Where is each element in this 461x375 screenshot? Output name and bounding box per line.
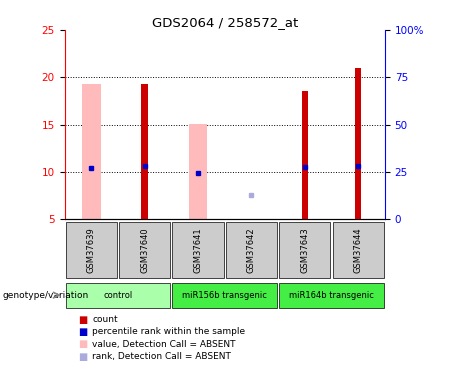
- Text: GSM37641: GSM37641: [194, 228, 202, 273]
- Text: percentile rank within the sample: percentile rank within the sample: [92, 327, 245, 336]
- Bar: [142, 84, 148, 219]
- Bar: [226, 222, 277, 278]
- Text: ■: ■: [78, 315, 88, 324]
- Title: GDS2064 / 258572_at: GDS2064 / 258572_at: [152, 16, 298, 29]
- Text: ■: ■: [78, 339, 88, 349]
- Text: miR156b transgenic: miR156b transgenic: [182, 291, 267, 300]
- Bar: [172, 222, 224, 278]
- Text: ■: ■: [78, 352, 88, 362]
- Text: control: control: [103, 291, 133, 300]
- Bar: [279, 283, 384, 308]
- Bar: [119, 222, 170, 278]
- Text: miR164b transgenic: miR164b transgenic: [289, 291, 374, 300]
- Bar: [355, 68, 361, 219]
- Text: ■: ■: [78, 327, 88, 337]
- Text: rank, Detection Call = ABSENT: rank, Detection Call = ABSENT: [92, 352, 231, 361]
- Bar: [172, 283, 277, 308]
- Bar: [65, 222, 117, 278]
- Text: GSM37639: GSM37639: [87, 227, 96, 273]
- Bar: [279, 222, 331, 278]
- Bar: [82, 84, 100, 219]
- Text: GSM37643: GSM37643: [300, 227, 309, 273]
- Bar: [332, 222, 384, 278]
- Bar: [189, 124, 207, 219]
- Text: GSM37642: GSM37642: [247, 228, 256, 273]
- Text: genotype/variation: genotype/variation: [2, 291, 89, 300]
- Text: count: count: [92, 315, 118, 324]
- Text: GSM37640: GSM37640: [140, 228, 149, 273]
- Bar: [301, 91, 308, 219]
- Text: value, Detection Call = ABSENT: value, Detection Call = ABSENT: [92, 340, 236, 349]
- Text: GSM37644: GSM37644: [354, 228, 363, 273]
- Bar: [65, 283, 170, 308]
